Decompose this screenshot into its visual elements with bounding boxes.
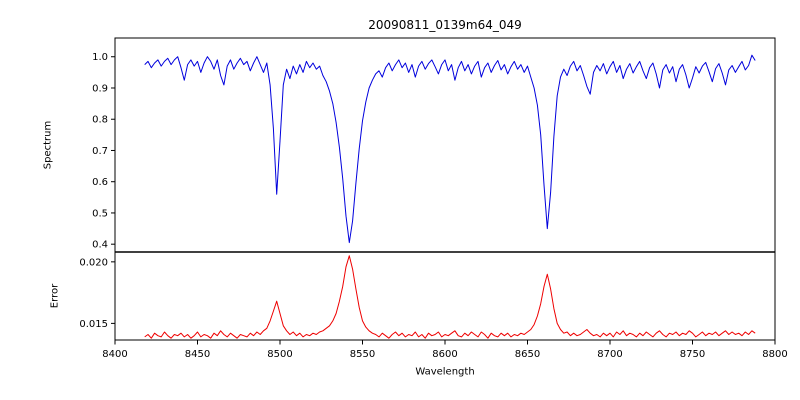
spectrum-panel-frame [114,37,776,253]
spectrum-line-series [144,54,756,244]
error-line-series [144,255,756,339]
x-tick-label: 8750 [680,349,705,360]
spectrum-y-tick-label: 0.9 [92,83,108,94]
spectrum-y-axis-label: Spectrum [42,120,54,170]
spectrum-y-tick-label: 0.5 [92,208,108,219]
spectrum-y-tick-label: 0.4 [92,240,108,251]
x-tick-label: 8500 [267,349,292,360]
error-y-axis-label: Error [49,283,61,309]
error-panel-frame [114,251,776,341]
x-tick-label: 8450 [185,349,210,360]
spectrum-y-tick-label: 0.6 [92,177,108,188]
x-tick-label: 8700 [597,349,622,360]
x-tick-label: 8650 [515,349,540,360]
x-axis-label: Wavelength [415,366,475,378]
spectrum-y-tick-label: 0.8 [92,115,108,126]
x-tick-label: 8400 [102,349,127,360]
x-tick-label: 8600 [432,349,457,360]
spectrum-y-tick-label: 1.0 [92,52,108,63]
spectrum-y-tick-label: 0.7 [92,146,108,157]
error-y-tick-label: 0.020 [79,257,108,268]
error-y-tick-label: 0.015 [79,319,108,330]
x-tick-label: 8550 [350,349,375,360]
plot-title: 20090811_0139m64_049 [368,18,522,32]
x-tick-label: 8800 [762,349,787,360]
